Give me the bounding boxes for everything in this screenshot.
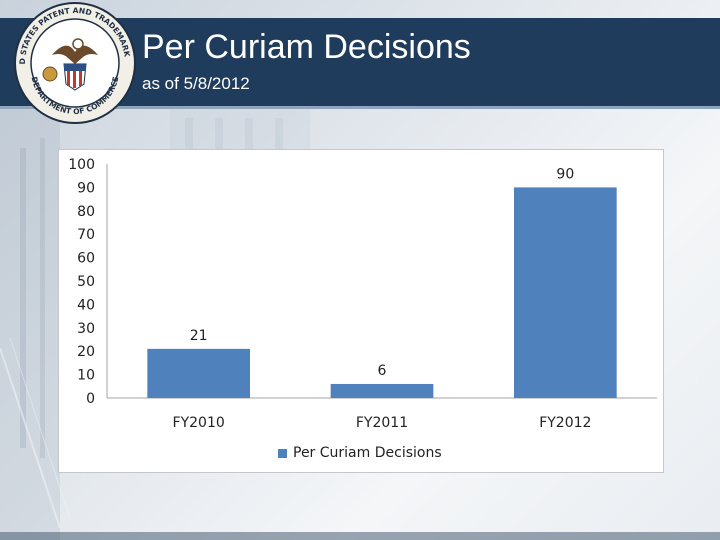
footer-strip (0, 532, 720, 540)
y-tick-label: 20 (77, 344, 95, 360)
bar-chart: 0 10 20 30 40 50 60 70 80 90 100 21 FY2010 6 FY2011 90 F… (68, 157, 657, 431)
bar (514, 187, 617, 398)
chart-panel: 0 10 20 30 40 50 60 70 80 90 100 21 FY2010 6 FY2011 90 F… (58, 149, 664, 473)
x-tick-label: FY2011 (356, 415, 408, 431)
legend-label: Per Curiam Decisions (293, 445, 442, 461)
y-tick-label: 90 (77, 180, 95, 196)
x-tick-label: FY2012 (539, 415, 591, 431)
y-tick-label: 40 (77, 297, 95, 313)
header-divider (0, 106, 720, 109)
x-tick-label: FY2010 (173, 415, 225, 431)
y-tick-label: 70 (77, 227, 95, 243)
uspto-seal-icon: UNITED STATES PATENT AND TRADEMARK OFFIC… (12, 0, 136, 124)
page-title: Per Curiam Decisions (142, 28, 471, 66)
chart-legend: Per Curiam Decisions (278, 443, 442, 463)
y-tick-label: 80 (77, 204, 95, 220)
data-label: 6 (378, 363, 387, 379)
data-label: 21 (190, 328, 208, 344)
y-tick-label: 50 (77, 274, 95, 290)
y-tick-label: 10 (77, 368, 95, 384)
y-tick-label: 0 (86, 391, 95, 407)
y-tick-label: 60 (77, 251, 95, 267)
page-subtitle: as of 5/8/2012 (142, 74, 250, 93)
bar (147, 348, 250, 398)
bar (330, 383, 434, 398)
y-tick-label: 100 (68, 157, 95, 173)
data-label: 90 (556, 166, 574, 182)
y-tick-label: 30 (77, 321, 95, 337)
legend-swatch (278, 448, 287, 458)
